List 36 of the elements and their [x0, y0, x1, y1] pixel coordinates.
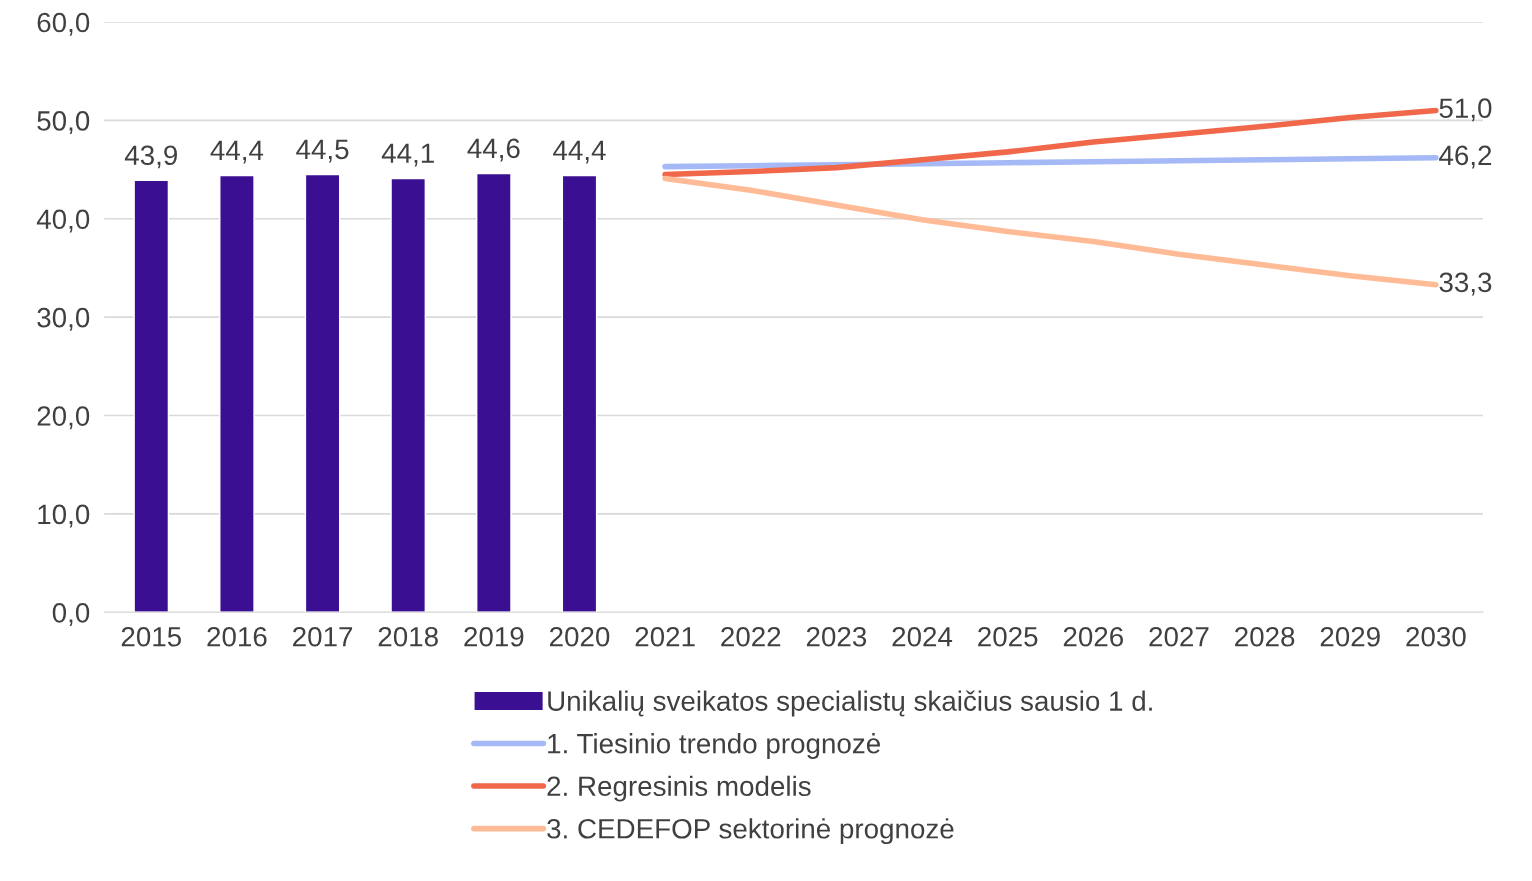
x-tick-label: 2017 — [293, 626, 353, 647]
legend-label: 3. CEDEFOP sektorinė prognozė — [547, 818, 954, 845]
data-label: 33,3 — [1439, 272, 1492, 296]
y-tick-label: 40,0 — [36, 209, 90, 233]
x-tick-label: 2028 — [1235, 626, 1295, 647]
x-tick-label: 2018 — [378, 626, 438, 647]
y-tick-label: 0,0 — [52, 602, 90, 626]
data-label: 46,2 — [1439, 145, 1492, 169]
y-tick-label: 30,0 — [37, 307, 90, 331]
data-label: 43,9 — [124, 145, 177, 169]
y-tick-label: 20,0 — [37, 406, 90, 430]
y-tick-label: 50,0 — [37, 111, 90, 135]
x-tick-label: 2023 — [806, 626, 867, 647]
x-tick-label: 2027 — [1149, 626, 1209, 647]
legend-label: 2. Regresinis modelis — [547, 775, 811, 802]
legend-label: Unikalių sveikatos specialistų skaičius sausio 1 d. — [548, 690, 1152, 717]
data-label: 44,6 — [467, 138, 520, 162]
x-tick-label: 2016 — [207, 626, 267, 647]
data-label: 51,0 — [1439, 98, 1492, 122]
x-tick-label: 2015 — [121, 626, 182, 647]
x-tick-label: 2020 — [549, 626, 610, 647]
x-tick-label: 2019 — [464, 626, 524, 647]
y-tick-label: 60,0 — [37, 12, 90, 36]
x-tick-label: 2026 — [1063, 626, 1123, 647]
data-label: 44,4 — [210, 140, 264, 164]
data-label: 44,4 — [553, 140, 606, 164]
x-tick-label: 2029 — [1320, 626, 1380, 647]
y-tick-label: 10,0 — [38, 504, 90, 528]
x-tick-label: 2022 — [721, 626, 781, 647]
data-label: 44,1 — [381, 143, 434, 167]
x-tick-label: 2021 — [635, 626, 695, 647]
x-tick-label: 2030 — [1406, 626, 1466, 647]
legend-label: 1. Tiesinio trendo prognozė — [548, 733, 880, 759]
x-tick-label: 2024 — [892, 626, 953, 647]
x-tick-label: 2025 — [978, 626, 1038, 647]
data-label: 44,5 — [296, 139, 349, 163]
